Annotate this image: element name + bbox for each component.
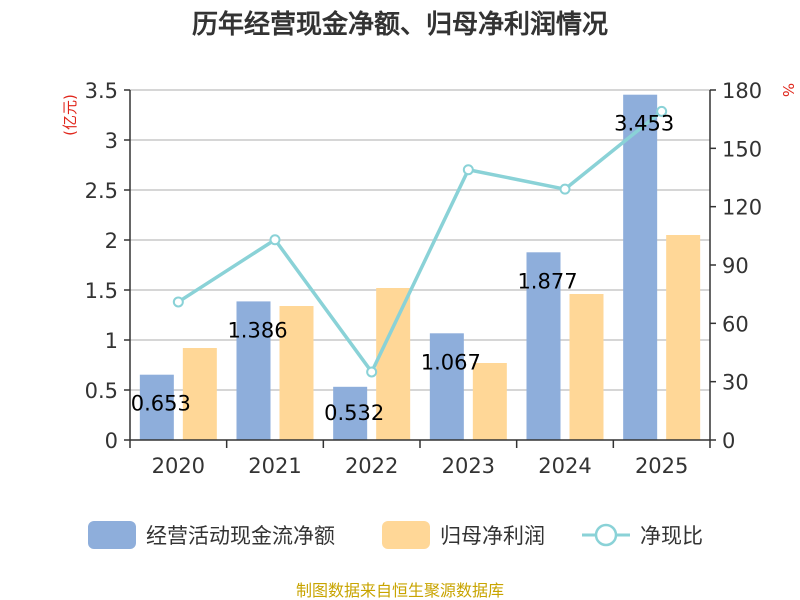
grid-lines xyxy=(130,89,710,391)
cash-flow-bar xyxy=(139,374,174,440)
net-profit-bar xyxy=(182,348,217,440)
left-axis-tick-label: 1.5 xyxy=(85,279,118,303)
x-axis-tick-label: 2022 xyxy=(345,454,398,478)
x-axis-tick-label: 2023 xyxy=(442,454,495,478)
ratio-point xyxy=(366,366,378,378)
x-axis-tick-label: 2025 xyxy=(635,454,688,478)
legend-label: 经营活动现金流净额 xyxy=(146,524,335,548)
legend-item-net-profit[interactable]: 归母净利润 xyxy=(382,521,545,549)
bar-data-label: 0.532 xyxy=(324,401,384,425)
left-axis-unit: (亿元) xyxy=(61,94,79,136)
net-profit-bar xyxy=(666,235,701,440)
cash-flow-bar xyxy=(236,301,271,440)
left-axis-tick-label: 3.5 xyxy=(85,79,118,103)
bar-data-label: 1.067 xyxy=(421,350,481,374)
legend-item-cash-flow[interactable]: 经营活动现金流净额 xyxy=(88,521,335,549)
right-axis-tick-label: 180 xyxy=(722,79,762,103)
ratio-point xyxy=(559,183,571,195)
bar-data-label: 1.386 xyxy=(227,318,287,342)
right-axis-tick-label: 30 xyxy=(722,371,749,395)
legend-swatch-marker xyxy=(594,523,618,547)
legend: 经营活动现金流净额 归母净利润 净现比 xyxy=(88,521,703,549)
data-labels: 0.653 1.386 0.532 1.067 1.877 3.453 xyxy=(131,112,674,425)
ratio-series-line xyxy=(177,110,663,374)
cash-flow-bar xyxy=(526,252,561,440)
cash-flow-bar xyxy=(623,94,658,440)
right-axis-tick-label: 90 xyxy=(722,254,749,278)
bar-data-label: 0.653 xyxy=(131,392,191,416)
x-axis-tick-label: 2024 xyxy=(538,454,591,478)
ratio-point xyxy=(656,105,668,117)
right-axis-tick-label: 150 xyxy=(722,137,762,161)
bar-data-label: 3.453 xyxy=(614,112,674,136)
left-axis-tick-label: 2 xyxy=(105,229,118,253)
chart-title: 历年经营现金净额、归母净利润情况 xyxy=(192,9,608,40)
cash-flow-bar xyxy=(333,386,368,440)
x-axis-tick-label: 2021 xyxy=(248,454,301,478)
ratio-line xyxy=(172,105,668,378)
legend-swatch xyxy=(382,521,430,549)
bars xyxy=(139,94,701,440)
source-note: 制图数据来自恒生聚源数据库 xyxy=(296,581,504,600)
cash-flow-bar xyxy=(429,333,464,440)
left-axis-tick-label: 2.5 xyxy=(85,179,118,203)
legend-label: 净现比 xyxy=(640,524,703,548)
right-axis-tick-label: 60 xyxy=(722,312,749,336)
ratio-point xyxy=(462,164,474,176)
legend-label: 归母净利润 xyxy=(440,524,545,548)
ratio-point xyxy=(172,296,184,308)
left-axis-tick-label: 0 xyxy=(105,429,118,453)
legend-swatch xyxy=(88,521,136,549)
left-axis-tick-label: 3 xyxy=(105,129,118,153)
legend-item-ratio[interactable]: 净现比 xyxy=(582,523,703,548)
ratio-point xyxy=(269,234,281,246)
right-axis-unit: % xyxy=(779,83,797,97)
net-profit-bar xyxy=(569,294,604,440)
left-axis-tick-label: 0.5 xyxy=(85,379,118,403)
left-axis-tick-label: 1 xyxy=(105,329,118,353)
net-profit-bar xyxy=(472,363,507,440)
axes: 0 0.5 1 1.5 2 2.5 3 3.5 0 30 60 90 120 150 180 2020 2021… xyxy=(85,79,763,478)
right-axis-tick-label: 0 xyxy=(722,429,735,453)
x-axis-tick-label: 2020 xyxy=(152,454,205,478)
bar-data-label: 1.877 xyxy=(517,269,577,293)
net-profit-bar xyxy=(279,306,314,440)
net-profit-bar xyxy=(376,288,411,440)
right-axis-tick-label: 120 xyxy=(722,196,762,220)
